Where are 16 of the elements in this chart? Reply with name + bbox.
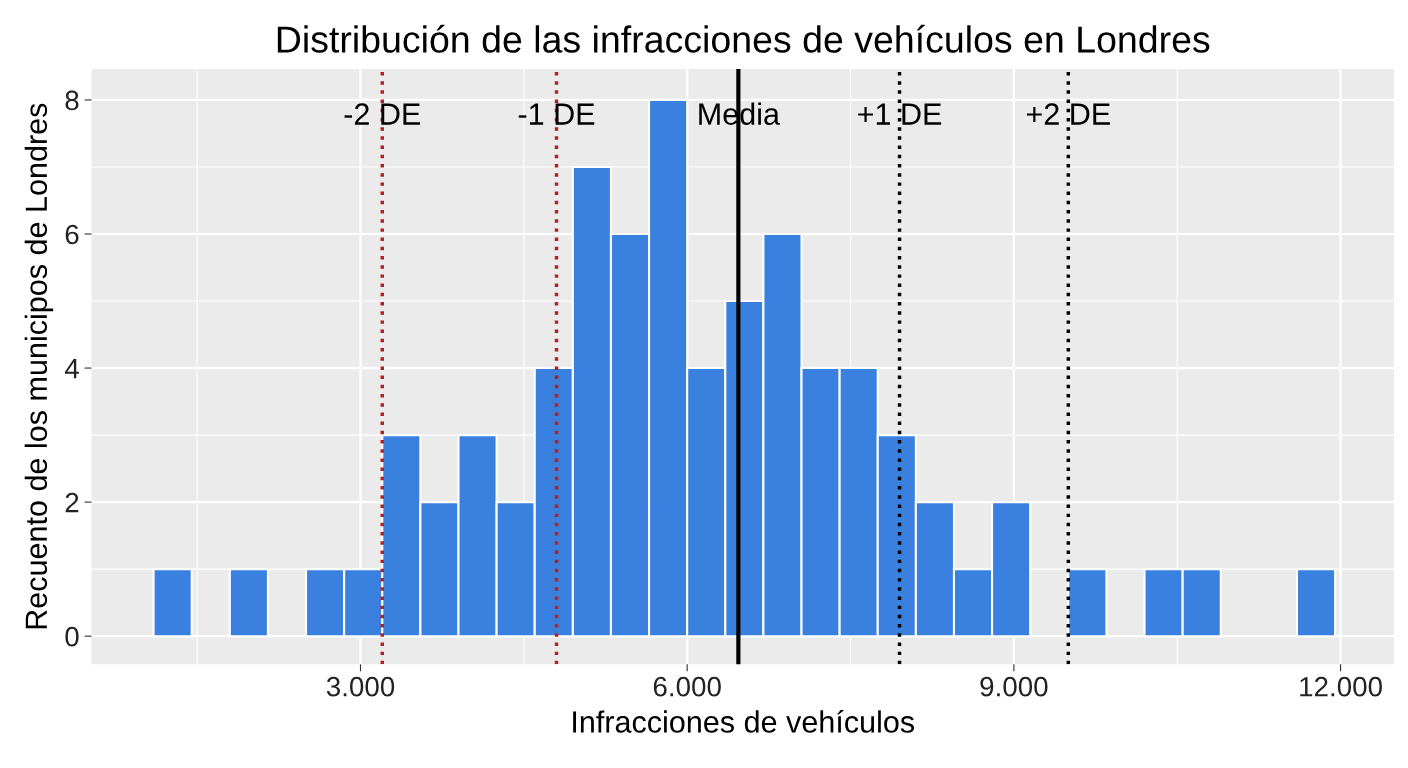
ref-line-label: -2 DE [344, 103, 421, 125]
x-tick-label: 3.000 [326, 676, 395, 697]
x-axis-title: Infracciones de vehículos [573, 709, 915, 733]
x-tick-label: 12.000 [1300, 676, 1382, 697]
y-axis-title: Recuento de los municipos de Londres [24, 103, 54, 629]
ref-line-label: -1 DE [518, 103, 595, 125]
y-tick-label: 8 [65, 90, 79, 111]
ref-line-label: +1 DE [858, 103, 942, 125]
y-tick-label: 4 [64, 359, 79, 379]
x-tick-label: 6.000 [653, 676, 721, 697]
chart-title: Distribución de las infracciones de vehículos en Londres [277, 24, 1210, 53]
y-tick-label: 0 [65, 626, 79, 647]
x-tick-label: 9.000 [980, 676, 1048, 697]
ref-line-label: +2 DE [1026, 103, 1110, 125]
y-tick-label: 2 [65, 492, 79, 513]
y-tick-label: 6 [65, 224, 79, 245]
